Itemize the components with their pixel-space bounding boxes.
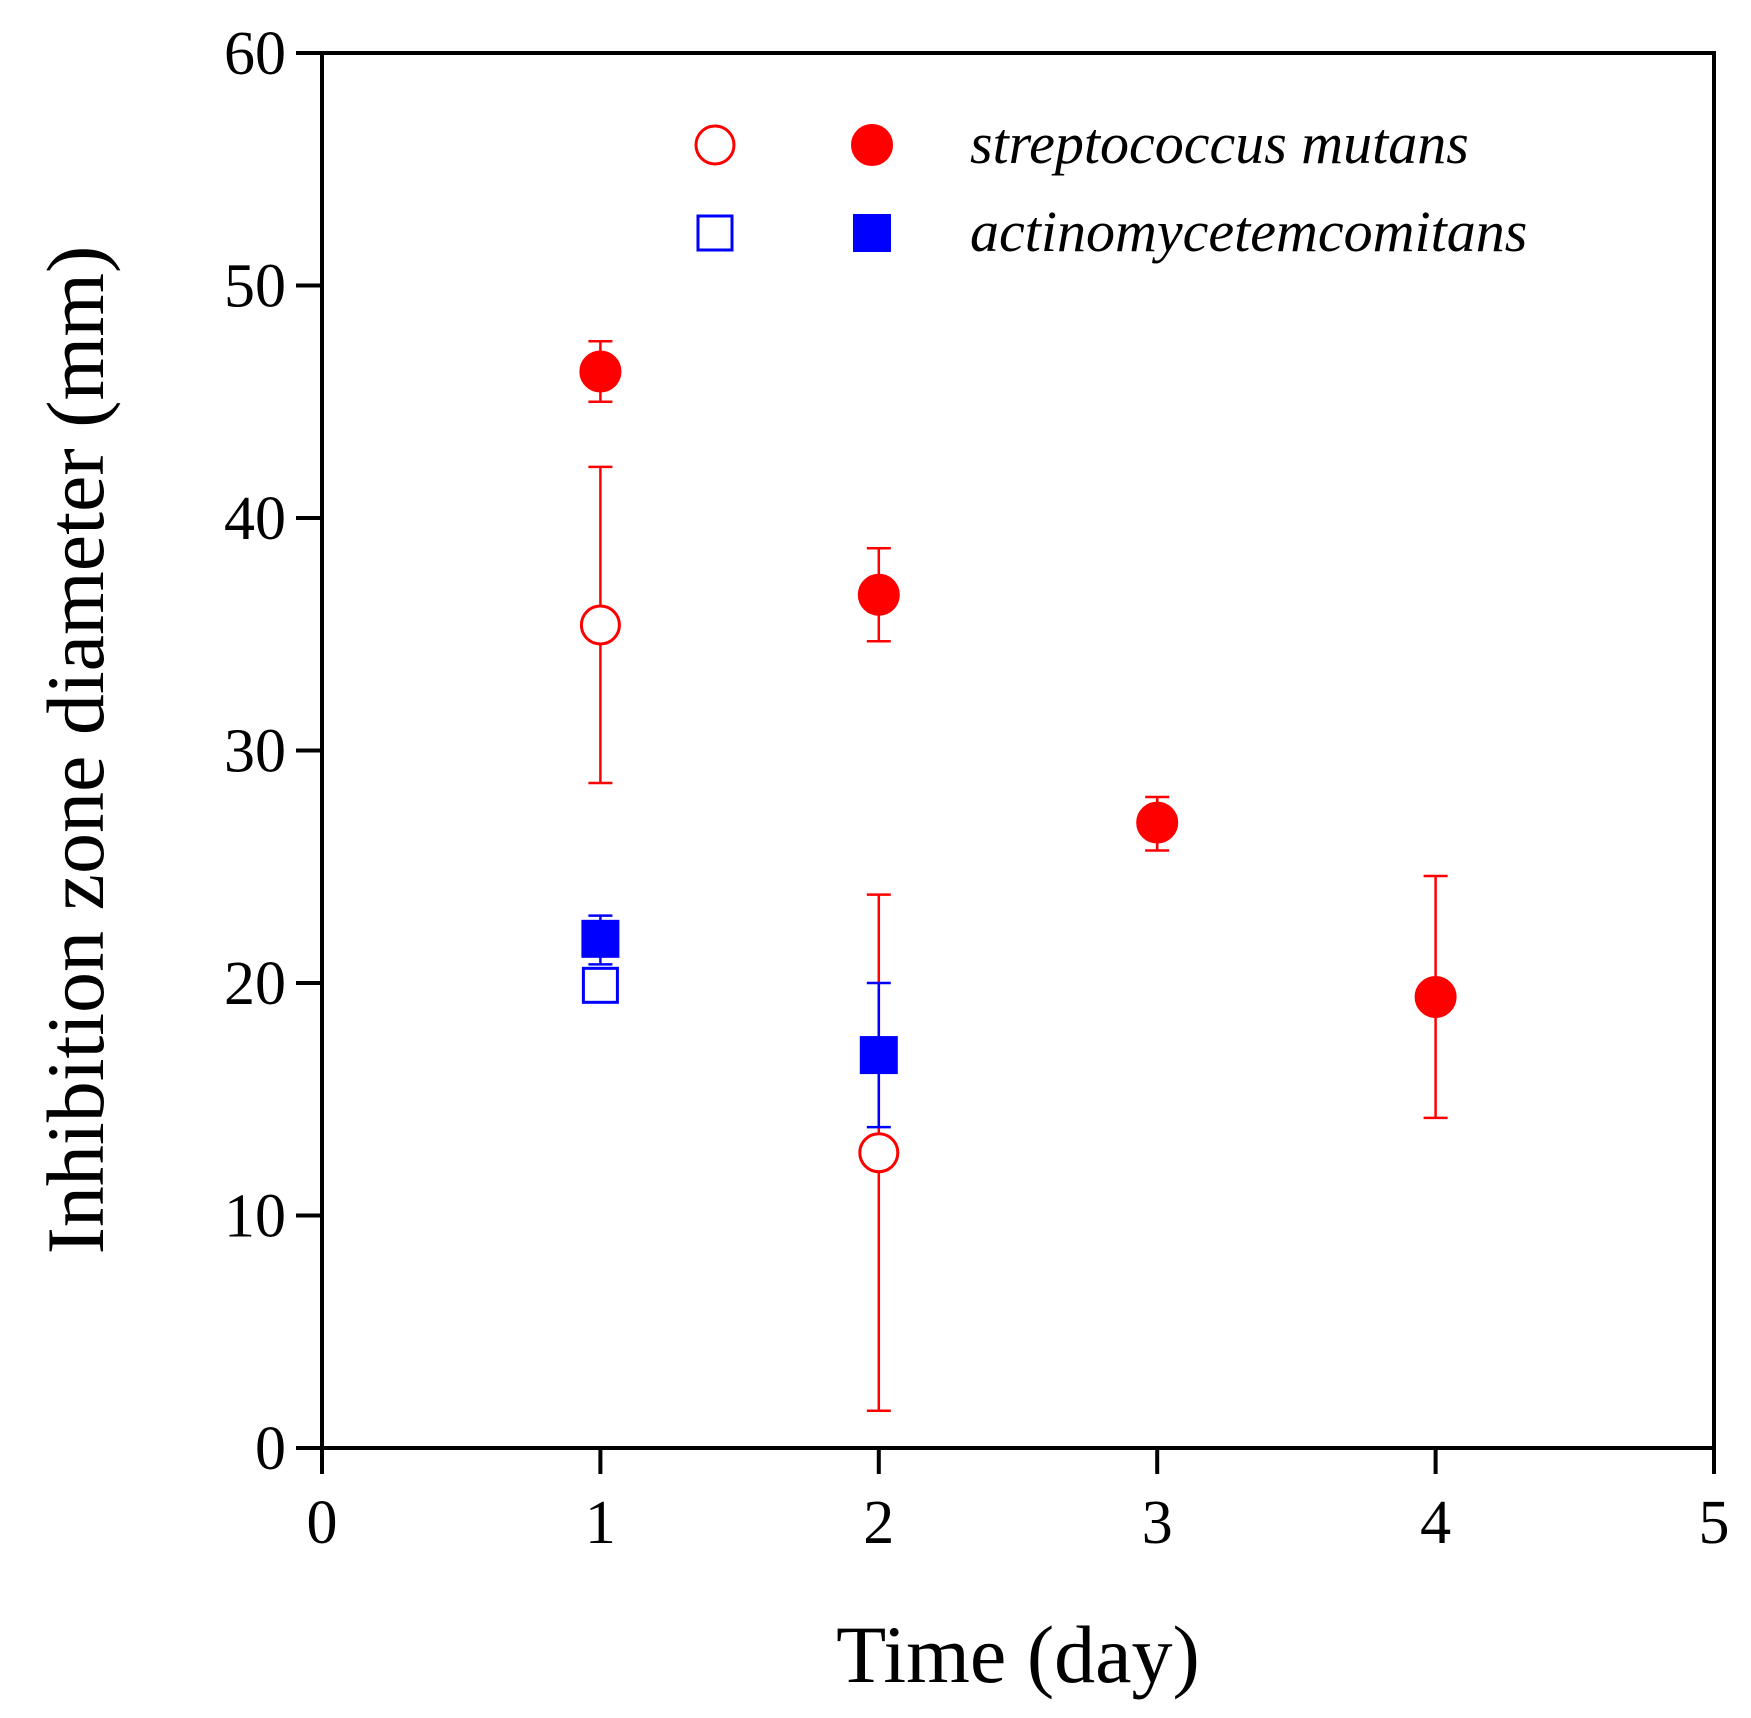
y-tick-label: 10: [224, 1183, 286, 1251]
y-axis: 0 10 20 30 40 50 60: [224, 20, 322, 1483]
x-tick-label: 5: [1699, 1489, 1730, 1557]
y-tick-label: 30: [224, 718, 286, 786]
data-point-circle-filled: [857, 573, 900, 616]
y-axis-title: Inhibition zone diameter (mm): [30, 246, 121, 1255]
data-point-circle-filled: [1136, 801, 1179, 844]
legend-label: streptococcus mutans: [970, 111, 1469, 176]
data-point-circle-filled: [1414, 975, 1457, 1018]
y-tick-label: 50: [224, 253, 286, 321]
legend-marker-circle-filled: [851, 124, 893, 166]
x-tick-label: 3: [1142, 1489, 1173, 1557]
x-tick-label: 0: [307, 1489, 338, 1557]
error-bars: [588, 340, 1448, 1413]
legend-marker-circle-open: [694, 124, 736, 166]
x-tick-label: 2: [863, 1489, 894, 1557]
legend-marker-square-filled: [853, 214, 891, 252]
x-axis: 0 1 2 3 4 5: [307, 1448, 1730, 1557]
data-point-circle-filled: [579, 350, 622, 393]
data-point-square-open: [581, 966, 619, 1004]
x-axis-title: Time (day): [836, 1609, 1200, 1700]
x-tick-label: 1: [585, 1489, 616, 1557]
x-tick-label: 4: [1420, 1489, 1451, 1557]
data-point-circle-open: [579, 604, 621, 646]
legend-marker-square-open: [696, 214, 734, 252]
y-tick-label: 0: [255, 1415, 286, 1483]
data-point-square-filled: [859, 1036, 898, 1075]
data-markers: [579, 350, 1457, 1174]
y-tick-label: 20: [224, 950, 286, 1018]
y-tick-label: 40: [224, 485, 286, 553]
legend: streptococcus mutans actinomycetemcomitan…: [694, 111, 1527, 264]
data-point-square-filled: [581, 919, 620, 958]
y-tick-label: 60: [224, 20, 286, 88]
data-point-circle-open: [858, 1132, 900, 1174]
legend-label: actinomycetemcomitans: [970, 199, 1527, 264]
